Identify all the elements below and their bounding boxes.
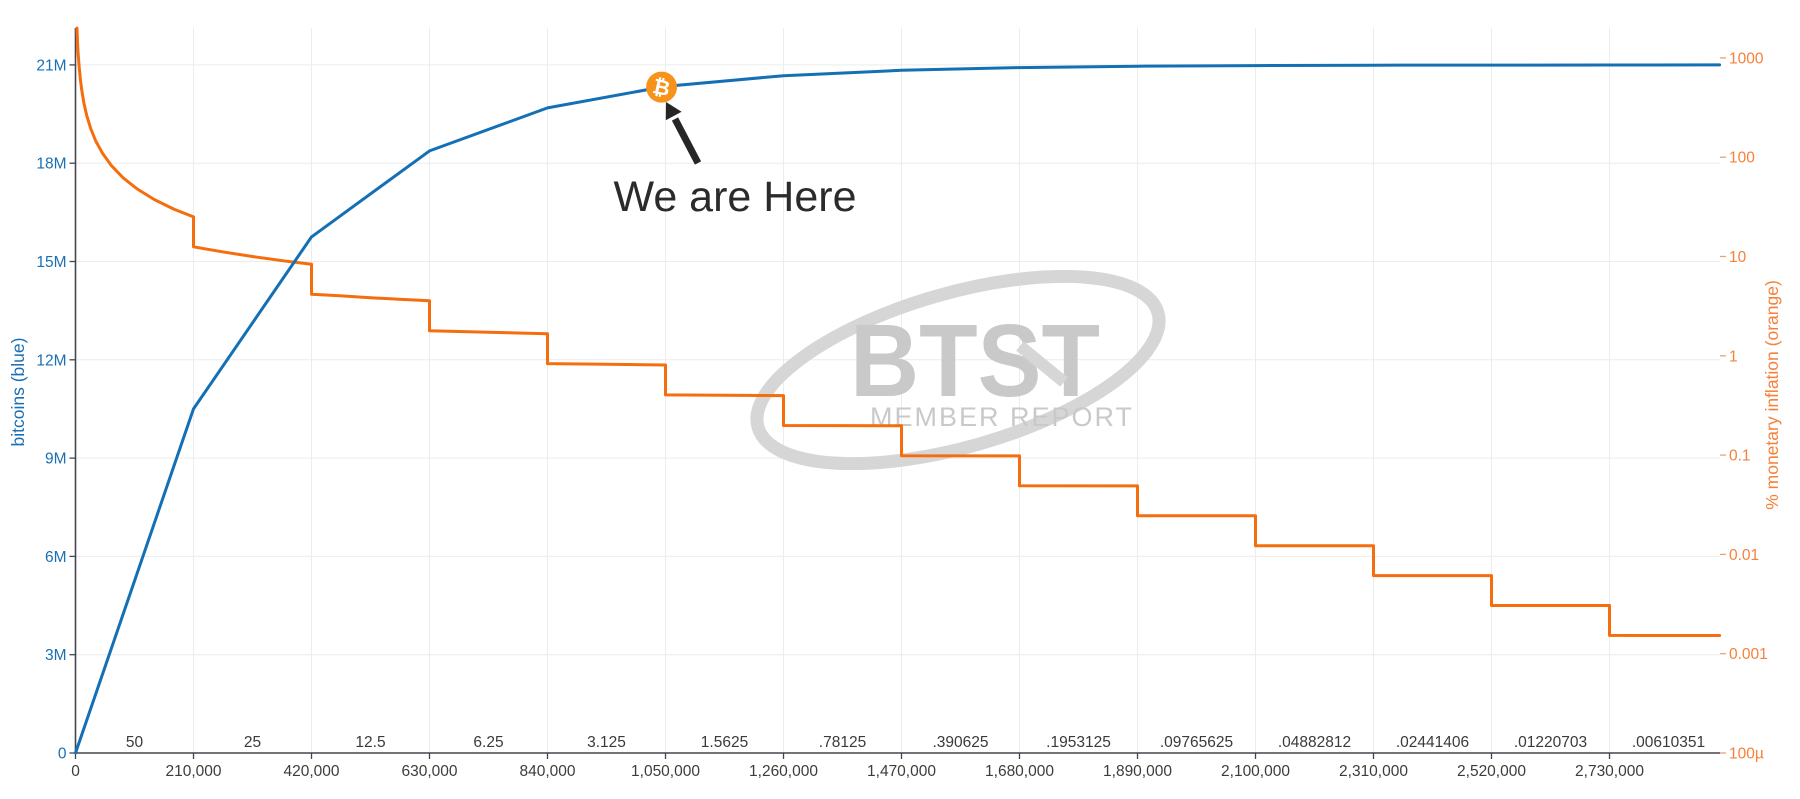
- gridlines: [75, 28, 1720, 753]
- x-axis-tick-label: 2,310,000: [1339, 763, 1408, 780]
- right-axis-tick-label: 0.1: [1729, 448, 1751, 465]
- reward-era-label: .02441406: [1396, 734, 1469, 751]
- watermark-swoosh-front-icon: [1016, 341, 1068, 387]
- x-axis-tick-label: 630,000: [401, 763, 457, 780]
- x-axis-tick-label: 1,260,000: [749, 763, 818, 780]
- reward-era-label: .390625: [932, 734, 988, 751]
- annotation-layer: ₿ We are Here: [614, 71, 857, 221]
- right-axis-tick-label: 10: [1729, 249, 1747, 266]
- reward-era-label: .1953125: [1046, 734, 1111, 751]
- right-axis-tick-label: 1: [1729, 348, 1738, 365]
- bitcoin-glyph-icon: ₿: [651, 75, 673, 101]
- x-axis-tick-label: 1,890,000: [1103, 763, 1172, 780]
- reward-era-label: 3.125: [587, 734, 626, 751]
- x-axis-tick-label: 0: [71, 763, 80, 780]
- watermark-subtitle: MEMBER REPORT: [870, 402, 1134, 432]
- x-axis-tick-label: 210,000: [165, 763, 221, 780]
- reward-era-label: .09765625: [1160, 734, 1233, 751]
- reward-era-label: 25: [244, 734, 261, 751]
- right-axis-tick-label: 1000: [1729, 50, 1764, 67]
- annotation-arrow-head-icon: [665, 102, 682, 121]
- x-axis-tick-label: 2,100,000: [1221, 763, 1290, 780]
- reward-era-label: .01220703: [1514, 734, 1587, 751]
- reward-era-label: 6.25: [473, 734, 503, 751]
- reward-era-label: 1.5625: [701, 734, 748, 751]
- left-axis-tick-label: 6M: [45, 549, 67, 566]
- we-are-here-label: We are Here: [614, 173, 857, 221]
- left-axis-tick-label: 0: [58, 746, 67, 763]
- x-axis-tick-label: 2,520,000: [1457, 763, 1526, 780]
- right-axis-title: % monetary inflation (orange): [1762, 280, 1782, 510]
- x-axis-tick-label: 2,730,000: [1575, 763, 1644, 780]
- annotation-arrow-line: [671, 117, 702, 165]
- right-axis-tick-label: 0.001: [1729, 646, 1768, 663]
- left-axis-title: bitcoins (blue): [8, 338, 28, 447]
- watermark-swoosh-icon: [750, 269, 1166, 471]
- left-axis-tick-label: 18M: [36, 156, 66, 173]
- reward-era-label: 50: [126, 734, 144, 751]
- reward-era-label: .04882812: [1278, 734, 1351, 751]
- left-axis-tick-label: 3M: [45, 647, 67, 664]
- left-axis-tick-label: 21M: [36, 57, 66, 74]
- series: [74, 26, 1722, 755]
- right-axis-tick-label: 0.01: [1729, 547, 1759, 564]
- watermark-title: BTST: [850, 303, 1100, 418]
- x-axis-tick-label: 1,050,000: [631, 763, 700, 780]
- bitcoin-marker-icon: [646, 71, 678, 103]
- reward-era-label: 12.5: [355, 734, 385, 751]
- left-axis-tick-label: 12M: [36, 352, 66, 369]
- x-axis-tick-label: 840,000: [519, 763, 575, 780]
- axes: 0 210,000 420,000 630,000 840,000 1,050,000 1,…: [8, 28, 1782, 780]
- reward-era-label: .78125: [819, 734, 866, 751]
- right-axis-tick-label: 100µ: [1729, 746, 1764, 763]
- right-axis-tick-label: 100: [1729, 150, 1755, 167]
- x-axis-tick-label: 1,470,000: [867, 763, 936, 780]
- left-axis-tick-label: 15M: [36, 254, 66, 271]
- x-axis-tick-label: 1,680,000: [985, 763, 1054, 780]
- reward-era-label: .00610351: [1632, 734, 1705, 751]
- left-axis-tick-label: 9M: [45, 451, 67, 468]
- inflation-series-line: [75, 26, 1722, 637]
- bitcoins-series-line: [74, 63, 1722, 755]
- x-axis-tick-label: 420,000: [283, 763, 339, 780]
